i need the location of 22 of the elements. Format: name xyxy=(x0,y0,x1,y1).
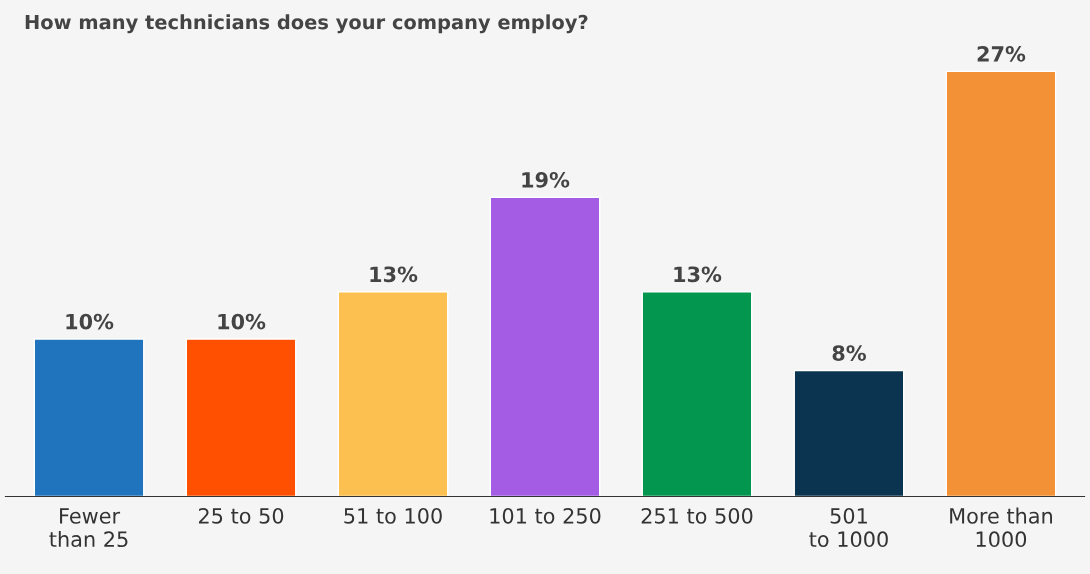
x-tick-label: More than 1000 xyxy=(950,507,1052,548)
x-tick-label: Fewer than 25 xyxy=(49,508,128,548)
x-tick-label: 251 to 500 xyxy=(641,507,753,524)
bar xyxy=(185,338,297,497)
data-label: 19% xyxy=(522,171,570,188)
bar xyxy=(945,70,1057,497)
data-label: 10% xyxy=(218,313,266,330)
bar xyxy=(489,196,601,497)
x-tick-label: 51 to 100 xyxy=(344,507,442,524)
data-label: 13% xyxy=(370,266,418,283)
x-tick-label: 25 to 50 xyxy=(198,507,284,524)
bar xyxy=(33,338,145,497)
bar xyxy=(793,369,905,497)
data-label: 13% xyxy=(674,266,722,283)
x-tick-label: 501 to 1000 xyxy=(809,507,888,548)
data-label: 8% xyxy=(832,345,866,361)
x-tick-label: 101 to 250 xyxy=(490,507,601,524)
bar xyxy=(641,291,753,497)
chart-title: How many technicians does your company employ? xyxy=(25,14,588,34)
data-label: 10% xyxy=(66,313,114,330)
data-label: 27% xyxy=(977,45,1026,62)
bar xyxy=(337,291,449,497)
